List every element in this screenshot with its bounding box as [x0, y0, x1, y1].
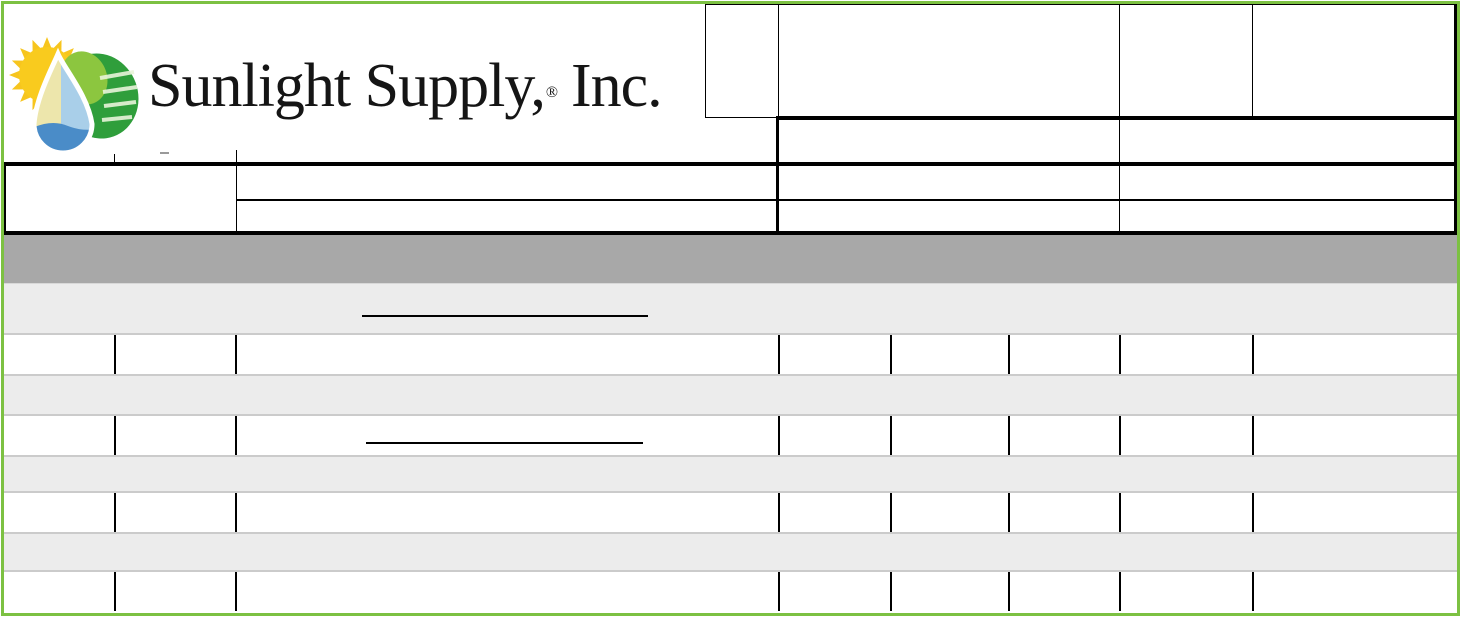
- header-hrule-thick: [777, 116, 1457, 120]
- header-vrule-1: [778, 4, 779, 117]
- info-middle-bottom-cell[interactable]: [237, 202, 776, 230]
- info-middle-top-cell[interactable]: [237, 167, 776, 198]
- info-right1-top-cell[interactable]: [780, 167, 1118, 198]
- column-divider: [1252, 572, 1254, 611]
- column-divider: [778, 335, 780, 374]
- column-divider: [114, 335, 116, 374]
- column-divider: [1119, 493, 1121, 532]
- column-divider: [114, 493, 116, 532]
- header-cell-1[interactable]: [706, 5, 777, 117]
- header-vrule-3: [1252, 4, 1253, 117]
- form-row-8[interactable]: [4, 570, 1457, 611]
- column-divider: [235, 493, 237, 532]
- column-divider: [1008, 416, 1010, 455]
- header-wide-cell[interactable]: [779, 121, 1453, 161]
- company-name: Sunlight Supply,® Inc.: [148, 52, 663, 120]
- info-right2-bottom-cell[interactable]: [1121, 202, 1453, 230]
- fill-in-line[interactable]: [366, 442, 643, 444]
- column-divider: [1119, 416, 1121, 455]
- header-right-border: [1454, 4, 1457, 233]
- column-divider: [1252, 416, 1254, 455]
- info-left-cell[interactable]: [6, 167, 235, 230]
- column-divider: [890, 416, 892, 455]
- company-logo: Sunlight Supply,® Inc.: [8, 8, 708, 160]
- info-hrule-middle: [236, 199, 1455, 201]
- form-row-2[interactable]: [4, 333, 1457, 374]
- column-divider: [114, 416, 116, 455]
- header-cell-3[interactable]: [1120, 5, 1251, 116]
- column-divider: [890, 493, 892, 532]
- header-top-rule: [705, 4, 1457, 5]
- column-divider: [890, 572, 892, 611]
- header-vrule-thick: [776, 116, 779, 233]
- column-divider: [235, 335, 237, 374]
- sun-leaf-waterdrop-icon: [9, 37, 139, 156]
- divider-full-width: [4, 162, 1457, 166]
- column-divider: [235, 416, 237, 455]
- detail-rows: [4, 283, 1457, 611]
- info-vrule-left: [236, 150, 237, 233]
- registered-trademark: ®: [545, 84, 558, 101]
- column-divider: [778, 416, 780, 455]
- fill-in-line[interactable]: [362, 315, 648, 317]
- header-cell-2[interactable]: [779, 5, 1118, 116]
- form-row-7[interactable]: [4, 532, 1457, 570]
- form-row-3[interactable]: [4, 374, 1457, 414]
- form-row-1[interactable]: [4, 283, 1457, 333]
- header-cell-4[interactable]: [1253, 5, 1453, 116]
- column-divider: [1252, 335, 1254, 374]
- form-row-5[interactable]: [4, 455, 1457, 491]
- column-divider: [890, 335, 892, 374]
- form-row-6[interactable]: [4, 491, 1457, 532]
- stub-tick: [114, 154, 115, 162]
- column-divider: [778, 572, 780, 611]
- info-right1-bottom-cell[interactable]: [780, 202, 1118, 230]
- column-divider: [1008, 335, 1010, 374]
- column-divider: [1119, 335, 1121, 374]
- column-divider: [1252, 493, 1254, 532]
- header-hrule-thin: [705, 117, 779, 118]
- company-name-suffix: Inc.: [571, 52, 663, 120]
- section-banner: [4, 235, 1457, 283]
- banner-top-rule: [4, 231, 1457, 235]
- company-name-main: Sunlight Supply,: [148, 52, 546, 120]
- info-right2-top-cell[interactable]: [1121, 167, 1453, 198]
- form-row-4[interactable]: [4, 414, 1457, 455]
- header-vrule-logo-right: [705, 4, 706, 118]
- column-divider: [1008, 572, 1010, 611]
- logo-stray-mark: [160, 152, 169, 154]
- info-left-border: [4, 166, 6, 231]
- column-divider: [1008, 493, 1010, 532]
- column-divider: [1119, 572, 1121, 611]
- column-divider: [778, 493, 780, 532]
- column-divider: [114, 572, 116, 611]
- column-divider: [235, 572, 237, 611]
